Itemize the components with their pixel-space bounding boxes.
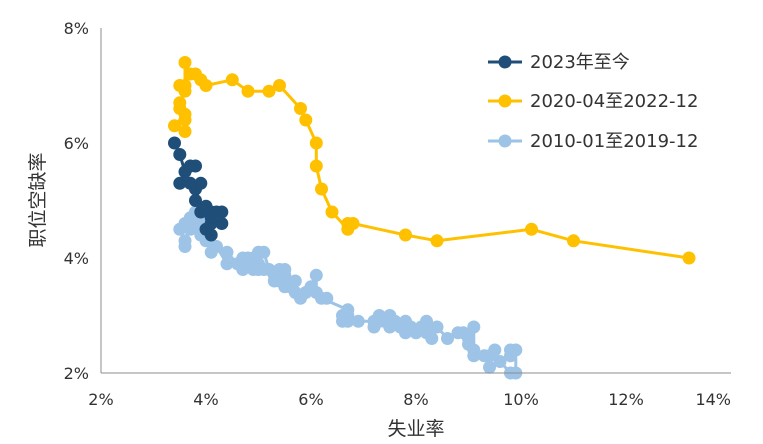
data-point [241, 84, 255, 98]
data-point [315, 182, 328, 196]
data-point [341, 222, 355, 236]
data-point [173, 176, 187, 190]
data-point [168, 136, 181, 150]
data-point [309, 159, 323, 173]
data-point [189, 194, 202, 207]
data-point [194, 176, 208, 190]
x-tick-label: 14% [695, 390, 731, 409]
data-point [399, 228, 412, 242]
x-tick-label: 2% [88, 390, 113, 409]
y-axis-title: 职位空缺率 [27, 152, 49, 247]
data-point [215, 205, 229, 219]
data-point [430, 234, 444, 248]
legend-swatch-marker [498, 134, 512, 148]
legend-label: 2010-01至2019-12 [530, 131, 698, 152]
x-tick-labels: 2% 4% 6% 8% 10% 12% 14% [88, 390, 731, 409]
data-point [183, 211, 197, 225]
x-tick-label: 12% [608, 390, 644, 409]
y-tick-label: 6% [64, 134, 89, 153]
y-tick-label: 2% [64, 364, 89, 383]
y-tick-label: 8% [64, 19, 89, 38]
data-point [309, 136, 323, 150]
data-point [682, 251, 696, 265]
series-3 [168, 136, 229, 242]
legend-label: 2020-04至2022-12 [530, 91, 698, 112]
data-point [273, 79, 286, 92]
data-point [509, 343, 523, 357]
data-point [493, 355, 507, 368]
data-point [525, 222, 538, 236]
data-point [189, 159, 202, 173]
data-point [220, 245, 234, 259]
data-point [441, 332, 454, 345]
data-point [351, 314, 365, 328]
data-point [178, 107, 192, 121]
data-point [257, 263, 271, 276]
data-point [262, 84, 276, 98]
data-point [178, 240, 192, 253]
x-tick-label: 6% [298, 390, 323, 409]
data-point [168, 119, 181, 133]
data-point [178, 56, 192, 69]
data-point [451, 326, 465, 340]
y-tick-labels: 8% 6% 4% 2% [64, 19, 89, 383]
legend-label: 2023年至今 [530, 52, 630, 73]
legend-item: 2020-04至2022-12 [488, 91, 698, 112]
x-tick-label: 4% [193, 390, 218, 409]
data-point [320, 291, 334, 305]
y-tick-label: 4% [64, 249, 89, 268]
x-tick-label: 8% [403, 390, 428, 409]
data-point [215, 217, 229, 230]
data-point [231, 257, 244, 271]
data-point [204, 245, 218, 259]
legend-swatch-marker [498, 94, 512, 108]
data-point [325, 205, 339, 219]
data-point [294, 102, 307, 115]
data-point [225, 73, 239, 87]
data-point [467, 343, 481, 357]
data-point [204, 211, 218, 225]
data-point [178, 125, 192, 138]
x-axis-title: 失业率 [387, 418, 444, 440]
data-point [309, 268, 323, 282]
data-point [483, 360, 496, 374]
data-point [220, 257, 234, 271]
data-point [204, 228, 218, 242]
series-layer [168, 56, 696, 380]
legend: 2023年至今 2020-04至2022-12 2010-01至2019-12 [488, 52, 698, 152]
data-point [477, 349, 491, 363]
data-point [173, 148, 187, 161]
data-point [488, 343, 502, 357]
data-point [178, 84, 192, 98]
legend-swatch-marker [498, 55, 512, 69]
data-point [183, 67, 197, 81]
series-2 [168, 56, 696, 265]
data-point [194, 205, 208, 219]
data-point [467, 320, 481, 334]
data-point [367, 314, 381, 328]
data-point [341, 303, 355, 317]
legend-item: 2023年至今 [488, 52, 630, 73]
data-point [430, 320, 444, 334]
legend-item: 2010-01至2019-12 [488, 131, 698, 152]
data-point [173, 222, 187, 236]
axes [100, 28, 731, 374]
data-point [299, 113, 313, 127]
x-tick-label: 10% [503, 390, 539, 409]
data-point [567, 234, 580, 248]
